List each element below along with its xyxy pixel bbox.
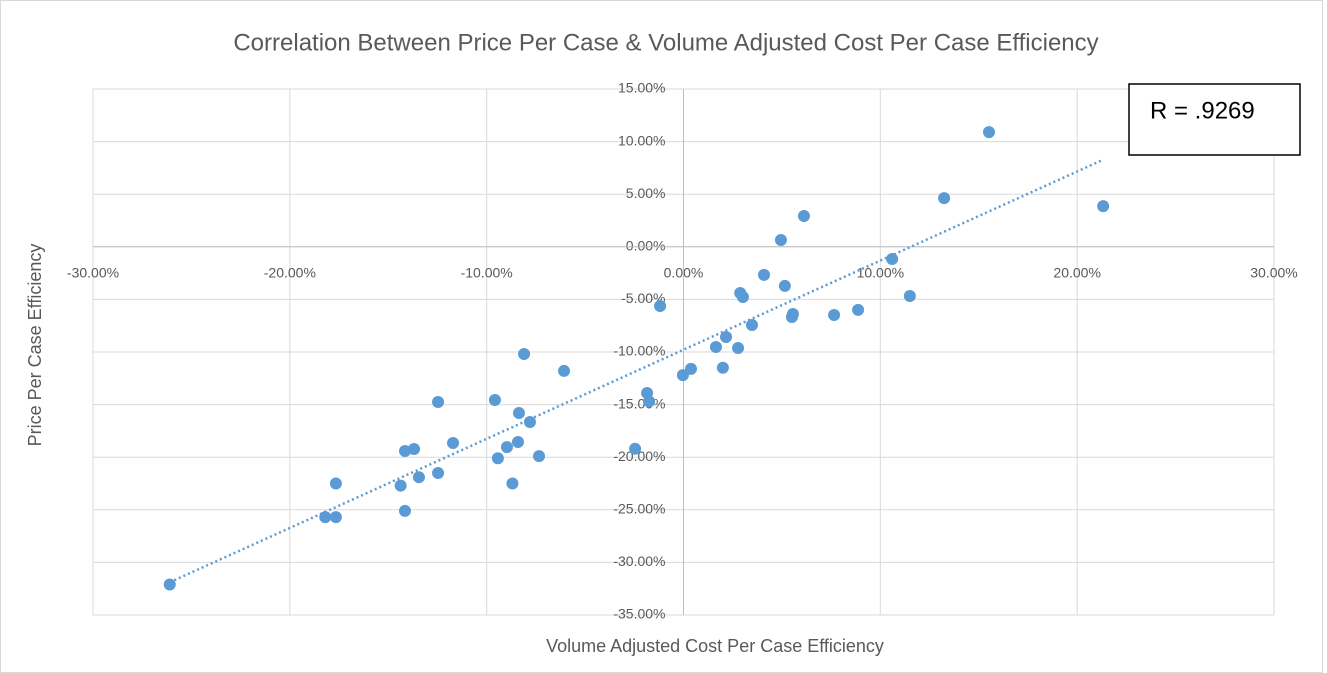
point xyxy=(329,477,342,490)
point xyxy=(654,300,667,313)
annotation-box xyxy=(1128,83,1301,156)
point xyxy=(329,511,342,524)
point xyxy=(758,268,771,281)
x-tick-label: 30.00% xyxy=(1250,265,1297,281)
point xyxy=(778,279,791,292)
point xyxy=(736,290,749,303)
point xyxy=(903,290,916,303)
point xyxy=(852,303,865,316)
point xyxy=(511,436,524,449)
point xyxy=(629,442,642,455)
point xyxy=(523,415,536,428)
point xyxy=(938,192,951,205)
point xyxy=(1097,200,1110,213)
y-tick-label: -20.00% xyxy=(613,448,665,464)
y-tick-label: -25.00% xyxy=(613,501,665,517)
y-axis-label: Price Per Case Efficiency xyxy=(25,244,45,447)
annotation: R = .9269 xyxy=(1150,97,1255,124)
x-tick-label: 10.00% xyxy=(857,265,904,281)
point xyxy=(506,477,519,490)
point xyxy=(982,126,995,139)
chart-title: Correlation Between Price Per Case & Vol… xyxy=(233,29,1098,56)
y-tick-label: 10.00% xyxy=(618,132,665,148)
y-tick-label: -10.00% xyxy=(613,343,665,359)
trendline xyxy=(169,158,1104,584)
point xyxy=(512,407,525,420)
point xyxy=(720,330,733,343)
point xyxy=(828,308,841,321)
point xyxy=(716,361,729,374)
point xyxy=(533,450,546,463)
point xyxy=(398,444,411,457)
x-tick-label: -20.00% xyxy=(264,265,316,281)
x-tick-label: -30.00% xyxy=(67,265,119,281)
x-tick-label: -10.00% xyxy=(461,265,513,281)
y-tick-label: 0.00% xyxy=(626,238,666,254)
point xyxy=(643,395,656,408)
y-tick-label: 5.00% xyxy=(626,185,666,201)
point xyxy=(491,452,504,465)
point xyxy=(745,318,758,331)
point xyxy=(432,466,445,479)
point xyxy=(412,471,425,484)
point xyxy=(774,233,787,246)
point xyxy=(319,511,332,524)
point xyxy=(500,441,513,454)
y-tick-label: 15.00% xyxy=(618,80,665,96)
y-tick-label: -35.00% xyxy=(613,606,665,622)
point xyxy=(488,393,501,406)
y-tick-label: -5.00% xyxy=(621,290,665,306)
point xyxy=(432,395,445,408)
point xyxy=(518,347,531,360)
point xyxy=(558,364,571,377)
point xyxy=(886,253,899,266)
y-tick-label: -15.00% xyxy=(613,395,665,411)
point xyxy=(676,369,689,382)
point xyxy=(447,436,460,449)
x-tick-label: 20.00% xyxy=(1053,265,1100,281)
point xyxy=(163,578,176,591)
point xyxy=(408,442,421,455)
point xyxy=(732,342,745,355)
point xyxy=(709,340,722,353)
point xyxy=(394,479,407,492)
point xyxy=(398,504,411,517)
x-axis-label: Volume Adjusted Cost Per Case Efficiency xyxy=(546,636,884,656)
plot-area: -30.00% -20.00% -10.00% 0.00% 10.00% 20.00% 30… xyxy=(67,80,1298,622)
y-tick-label: -30.00% xyxy=(613,553,665,569)
point xyxy=(785,310,798,323)
point xyxy=(684,362,697,375)
point xyxy=(797,209,810,222)
